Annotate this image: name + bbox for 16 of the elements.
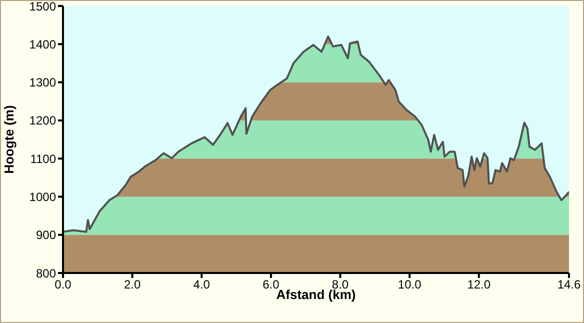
y-tick-label: 1200 xyxy=(29,114,56,128)
x-tick-label: 6.0 xyxy=(262,278,280,292)
y-axis-title: Hoogte (m) xyxy=(2,105,17,174)
y-tick-label: 1500 xyxy=(29,0,56,14)
x-tick-label: 0.0 xyxy=(54,278,72,292)
x-tick-label: 14.6 xyxy=(557,278,581,292)
y-tick-label: 1400 xyxy=(29,37,56,52)
y-tick-label: 1000 xyxy=(29,190,56,204)
y-tick-label: 1300 xyxy=(29,76,56,90)
y-tick-label: 900 xyxy=(36,228,56,242)
y-tick-label: 800 xyxy=(36,266,56,280)
x-tick-label: 2.0 xyxy=(124,278,141,292)
x-tick-label: 4.0 xyxy=(193,278,210,292)
y-tick-label: 1100 xyxy=(30,152,56,166)
x-tick-label: 12.0 xyxy=(467,278,491,292)
x-tick-label: 10.0 xyxy=(398,278,422,292)
